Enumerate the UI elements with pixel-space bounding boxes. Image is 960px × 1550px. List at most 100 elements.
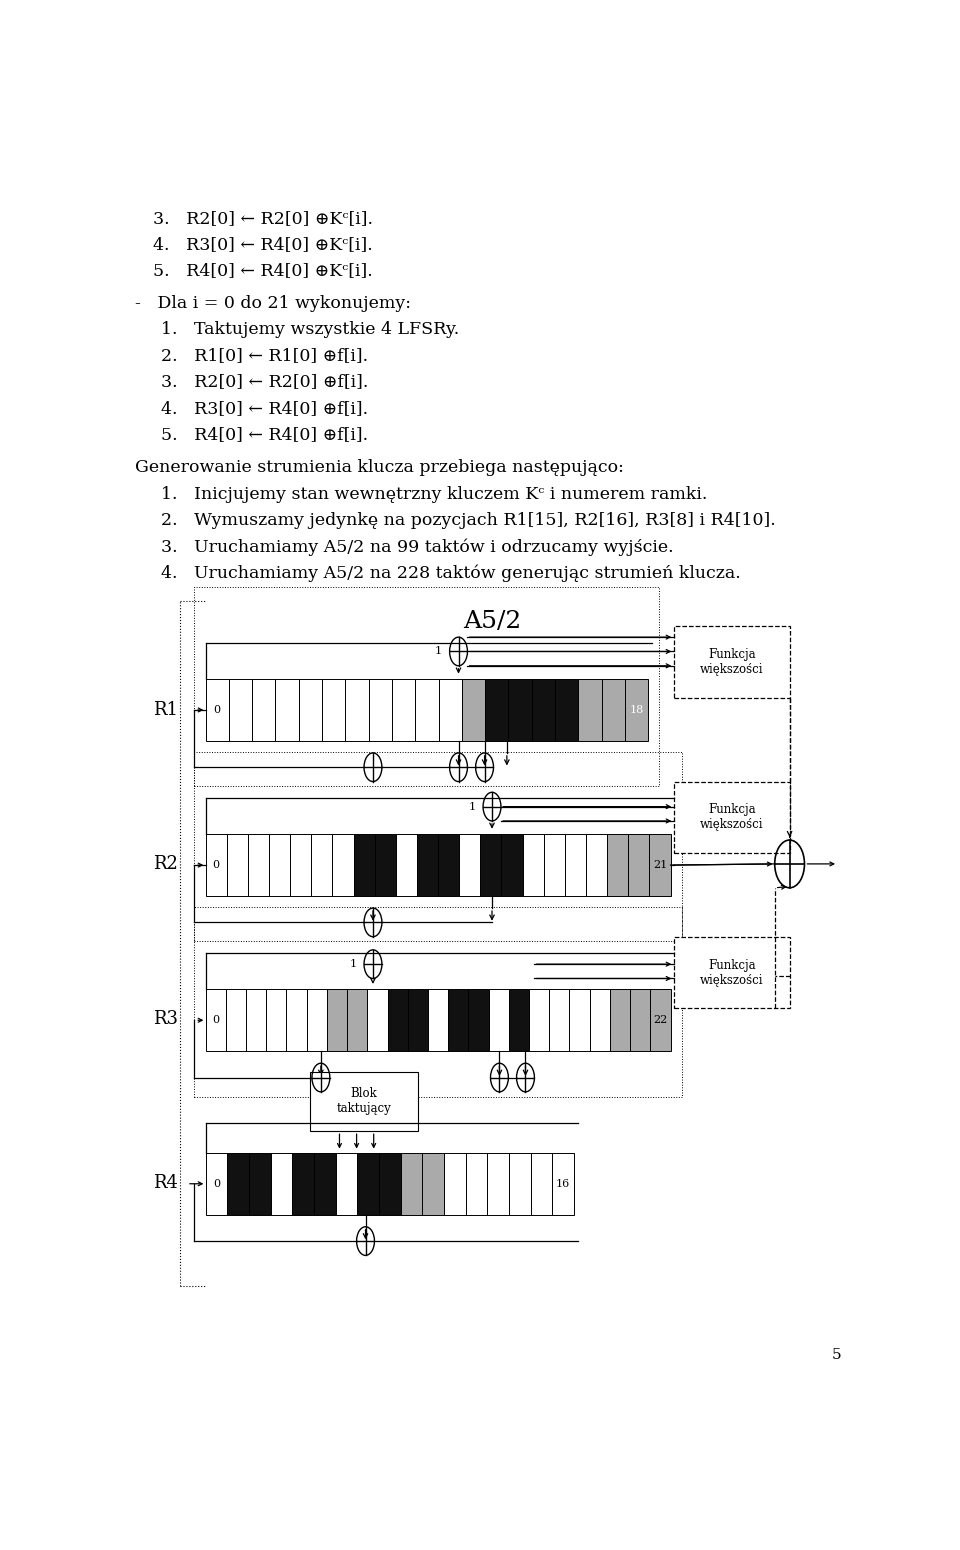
Bar: [269, 834, 290, 896]
Bar: [228, 679, 252, 741]
Text: Funkcja
większości: Funkcja większości: [700, 803, 764, 831]
Bar: [348, 989, 368, 1051]
Bar: [306, 989, 326, 1051]
Bar: [480, 834, 501, 896]
Bar: [649, 834, 670, 896]
Bar: [578, 679, 602, 741]
Text: 5.   R4[0] ← R4[0] ⊕f[i].: 5. R4[0] ← R4[0] ⊕f[i].: [161, 426, 368, 443]
Bar: [674, 936, 789, 1009]
Text: 1.   Inicjujemy stan wewnętrzny kluczem Kᶜ i numerem ramki.: 1. Inicjujemy stan wewnętrzny kluczem Kᶜ…: [161, 485, 708, 502]
Bar: [194, 587, 660, 786]
Bar: [509, 1153, 531, 1215]
Bar: [522, 834, 543, 896]
Bar: [248, 834, 269, 896]
Text: 18: 18: [630, 705, 644, 715]
Bar: [194, 907, 682, 1097]
Text: 4.   R3[0] ← R4[0] ⊕f[i].: 4. R3[0] ← R4[0] ⊕f[i].: [161, 400, 368, 417]
Bar: [589, 989, 610, 1051]
Bar: [422, 1153, 444, 1215]
Bar: [290, 834, 311, 896]
Bar: [628, 834, 649, 896]
Text: Generowanie strumienia klucza przebiega następująco:: Generowanie strumienia klucza przebiega …: [134, 459, 624, 476]
Bar: [276, 679, 299, 741]
Bar: [552, 1153, 574, 1215]
Bar: [311, 834, 332, 896]
Text: 1: 1: [435, 646, 443, 657]
Text: 3.   R2[0] ← R2[0] ⊕f[i].: 3. R2[0] ← R2[0] ⊕f[i].: [161, 374, 369, 391]
Bar: [416, 679, 439, 741]
Bar: [549, 989, 569, 1051]
Bar: [650, 989, 670, 1051]
Text: Blok
taktujący: Blok taktujący: [336, 1088, 391, 1116]
Bar: [205, 679, 228, 741]
Bar: [314, 1153, 336, 1215]
Bar: [374, 834, 396, 896]
Text: A5/2: A5/2: [463, 609, 521, 632]
Bar: [310, 1071, 418, 1132]
Bar: [555, 679, 578, 741]
Bar: [610, 989, 630, 1051]
Text: 5: 5: [832, 1347, 842, 1361]
Bar: [299, 679, 322, 741]
Bar: [205, 989, 226, 1051]
Bar: [336, 1153, 357, 1215]
Bar: [428, 989, 448, 1051]
Bar: [194, 752, 682, 941]
Bar: [271, 1153, 292, 1215]
Text: Funkcja
większości: Funkcja większości: [700, 648, 764, 676]
Bar: [226, 989, 246, 1051]
Bar: [462, 679, 485, 741]
Bar: [487, 1153, 509, 1215]
Text: 3.   R2[0] ← R2[0] ⊕Kᶜ[i].: 3. R2[0] ← R2[0] ⊕Kᶜ[i].: [154, 209, 373, 226]
Bar: [249, 1153, 271, 1215]
Bar: [332, 834, 353, 896]
Bar: [439, 679, 462, 741]
Bar: [326, 989, 348, 1051]
Bar: [379, 1153, 400, 1215]
Bar: [630, 989, 650, 1051]
Bar: [674, 781, 789, 853]
Bar: [388, 989, 408, 1051]
Bar: [564, 834, 586, 896]
Bar: [586, 834, 607, 896]
Bar: [353, 834, 374, 896]
Bar: [392, 679, 416, 741]
Bar: [227, 834, 248, 896]
Bar: [509, 989, 529, 1051]
Bar: [205, 834, 227, 896]
Text: R1: R1: [154, 701, 179, 719]
Text: 1: 1: [349, 959, 356, 969]
Text: -   Dla i = 0 do 21 wykonujemy:: - Dla i = 0 do 21 wykonujemy:: [134, 294, 411, 312]
Bar: [346, 679, 369, 741]
Text: R2: R2: [154, 856, 179, 873]
Text: 22: 22: [654, 1015, 667, 1025]
Bar: [489, 989, 509, 1051]
Text: Funkcja
większości: Funkcja większości: [700, 958, 764, 986]
Bar: [485, 679, 509, 741]
Bar: [408, 989, 428, 1051]
Bar: [369, 679, 392, 741]
Bar: [417, 834, 438, 896]
Bar: [322, 679, 346, 741]
Bar: [466, 1153, 487, 1215]
Bar: [444, 1153, 466, 1215]
Bar: [509, 679, 532, 741]
Bar: [400, 1153, 422, 1215]
Text: R4: R4: [154, 1173, 179, 1192]
Bar: [246, 989, 266, 1051]
Bar: [532, 679, 555, 741]
Text: 3.   Uruchamiamy A5/2 na 99 taktów i odrzucamy wyjście.: 3. Uruchamiamy A5/2 na 99 taktów i odrzu…: [161, 538, 674, 555]
Text: 2.   Wymuszamy jedynkę na pozycjach R1[15], R2[16], R3[8] i R4[10].: 2. Wymuszamy jedynkę na pozycjach R1[15]…: [161, 512, 776, 529]
Bar: [396, 834, 417, 896]
Bar: [569, 989, 589, 1051]
Text: R3: R3: [154, 1011, 179, 1028]
Bar: [543, 834, 564, 896]
Text: 16: 16: [556, 1178, 570, 1189]
Text: 4.   R3[0] ← R4[0] ⊕Kᶜ[i].: 4. R3[0] ← R4[0] ⊕Kᶜ[i].: [154, 236, 373, 253]
Text: 21: 21: [653, 860, 667, 870]
Text: 1: 1: [468, 801, 475, 812]
Text: 1.   Taktujemy wszystkie 4 LFSRy.: 1. Taktujemy wszystkie 4 LFSRy.: [161, 321, 459, 338]
Bar: [368, 989, 388, 1051]
Text: 4.   Uruchamiamy A5/2 na 228 taktów generując strumień klucza.: 4. Uruchamiamy A5/2 na 228 taktów generu…: [161, 564, 741, 581]
Text: 0: 0: [213, 1178, 220, 1189]
